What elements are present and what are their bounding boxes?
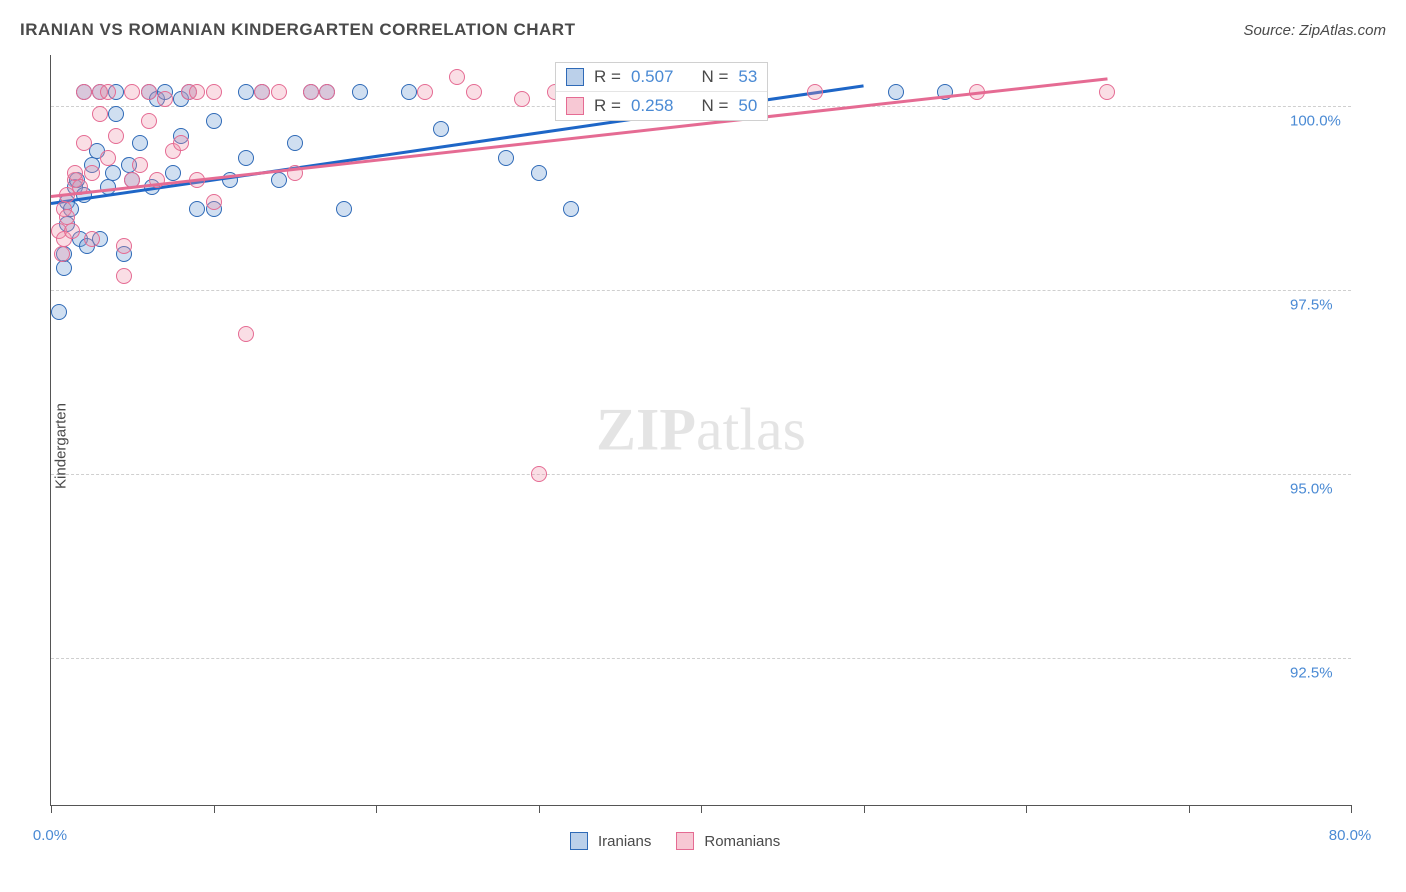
legend-label: Romanians (704, 833, 780, 850)
scatter-point (141, 113, 157, 129)
scatter-point (449, 69, 465, 85)
scatter-point (100, 150, 116, 166)
scatter-point (514, 91, 530, 107)
watermark: ZIPatlas (596, 396, 806, 465)
scatter-point (116, 268, 132, 284)
scatter-point (64, 223, 80, 239)
stat-n-label: N = (701, 67, 728, 87)
scatter-point (56, 260, 72, 276)
scatter-point (59, 209, 75, 225)
scatter-point (1099, 84, 1115, 100)
plot-area: ZIPatlas (50, 55, 1351, 806)
stats-legend-box: R = 0.507 N = 53 R = 0.258 N = 50 (555, 62, 768, 121)
scatter-point (173, 135, 189, 151)
stat-r-label: R = (594, 67, 621, 87)
scatter-point (92, 106, 108, 122)
scatter-point (84, 165, 100, 181)
scatter-point (132, 135, 148, 151)
scatter-point (271, 84, 287, 100)
scatter-point (498, 150, 514, 166)
scatter-point (531, 466, 547, 482)
x-tick (51, 805, 52, 813)
scatter-point (157, 91, 173, 107)
stat-n-value: 53 (738, 67, 757, 87)
x-tick (864, 805, 865, 813)
y-tick-label: 100.0% (1290, 113, 1341, 130)
gridline (51, 290, 1351, 291)
scatter-point (238, 326, 254, 342)
scatter-point (287, 135, 303, 151)
scatter-point (100, 84, 116, 100)
scatter-point (417, 84, 433, 100)
gridline (51, 658, 1351, 659)
legend-swatch (570, 832, 588, 850)
stat-r-label: R = (594, 96, 621, 116)
scatter-point (132, 157, 148, 173)
scatter-point (67, 165, 83, 181)
y-tick-label: 92.5% (1290, 664, 1333, 681)
scatter-point (254, 84, 270, 100)
chart-title: IRANIAN VS ROMANIAN KINDERGARTEN CORRELA… (20, 20, 575, 40)
x-tick-label: 0.0% (33, 827, 67, 844)
scatter-point (76, 135, 92, 151)
x-tick (701, 805, 702, 813)
scatter-point (51, 304, 67, 320)
scatter-point (319, 84, 335, 100)
legend-swatch (566, 68, 584, 86)
scatter-point (105, 165, 121, 181)
scatter-point (84, 231, 100, 247)
scatter-point (189, 84, 205, 100)
scatter-point (303, 84, 319, 100)
scatter-point (76, 84, 92, 100)
scatter-point (238, 84, 254, 100)
scatter-point (206, 113, 222, 129)
scatter-point (433, 121, 449, 137)
x-tick (376, 805, 377, 813)
stat-n-value: 50 (738, 96, 757, 116)
x-tick (539, 805, 540, 813)
scatter-point (352, 84, 368, 100)
scatter-point (563, 201, 579, 217)
y-axis-label: Kindergarten (52, 403, 69, 489)
stat-r-value: 0.507 (631, 67, 674, 87)
gridline (51, 474, 1351, 475)
chart-source: Source: ZipAtlas.com (1243, 22, 1386, 39)
scatter-point (531, 165, 547, 181)
x-tick (1026, 805, 1027, 813)
legend-swatch (676, 832, 694, 850)
scatter-point (466, 84, 482, 100)
stats-row: R = 0.507 N = 53 (556, 63, 767, 91)
scatter-point (108, 128, 124, 144)
legend-label: Iranians (598, 833, 651, 850)
scatter-point (124, 84, 140, 100)
scatter-point (189, 201, 205, 217)
scatter-point (807, 84, 823, 100)
scatter-point (888, 84, 904, 100)
y-tick-label: 95.0% (1290, 481, 1333, 498)
scatter-point (238, 150, 254, 166)
scatter-point (206, 84, 222, 100)
scatter-point (336, 201, 352, 217)
stat-r-value: 0.258 (631, 96, 674, 116)
x-tick (1189, 805, 1190, 813)
x-tick (1351, 805, 1352, 813)
series-legend: Iranians Romanians (570, 832, 795, 850)
legend-swatch (566, 97, 584, 115)
scatter-point (165, 165, 181, 181)
scatter-point (141, 84, 157, 100)
stat-n-label: N = (701, 96, 728, 116)
scatter-point (271, 172, 287, 188)
scatter-point (116, 238, 132, 254)
scatter-point (54, 246, 70, 262)
scatter-point (401, 84, 417, 100)
y-tick-label: 97.5% (1290, 297, 1333, 314)
scatter-point (206, 194, 222, 210)
x-tick-label: 80.0% (1329, 827, 1372, 844)
x-tick (214, 805, 215, 813)
scatter-point (108, 106, 124, 122)
stats-row: R = 0.258 N = 50 (556, 91, 767, 120)
